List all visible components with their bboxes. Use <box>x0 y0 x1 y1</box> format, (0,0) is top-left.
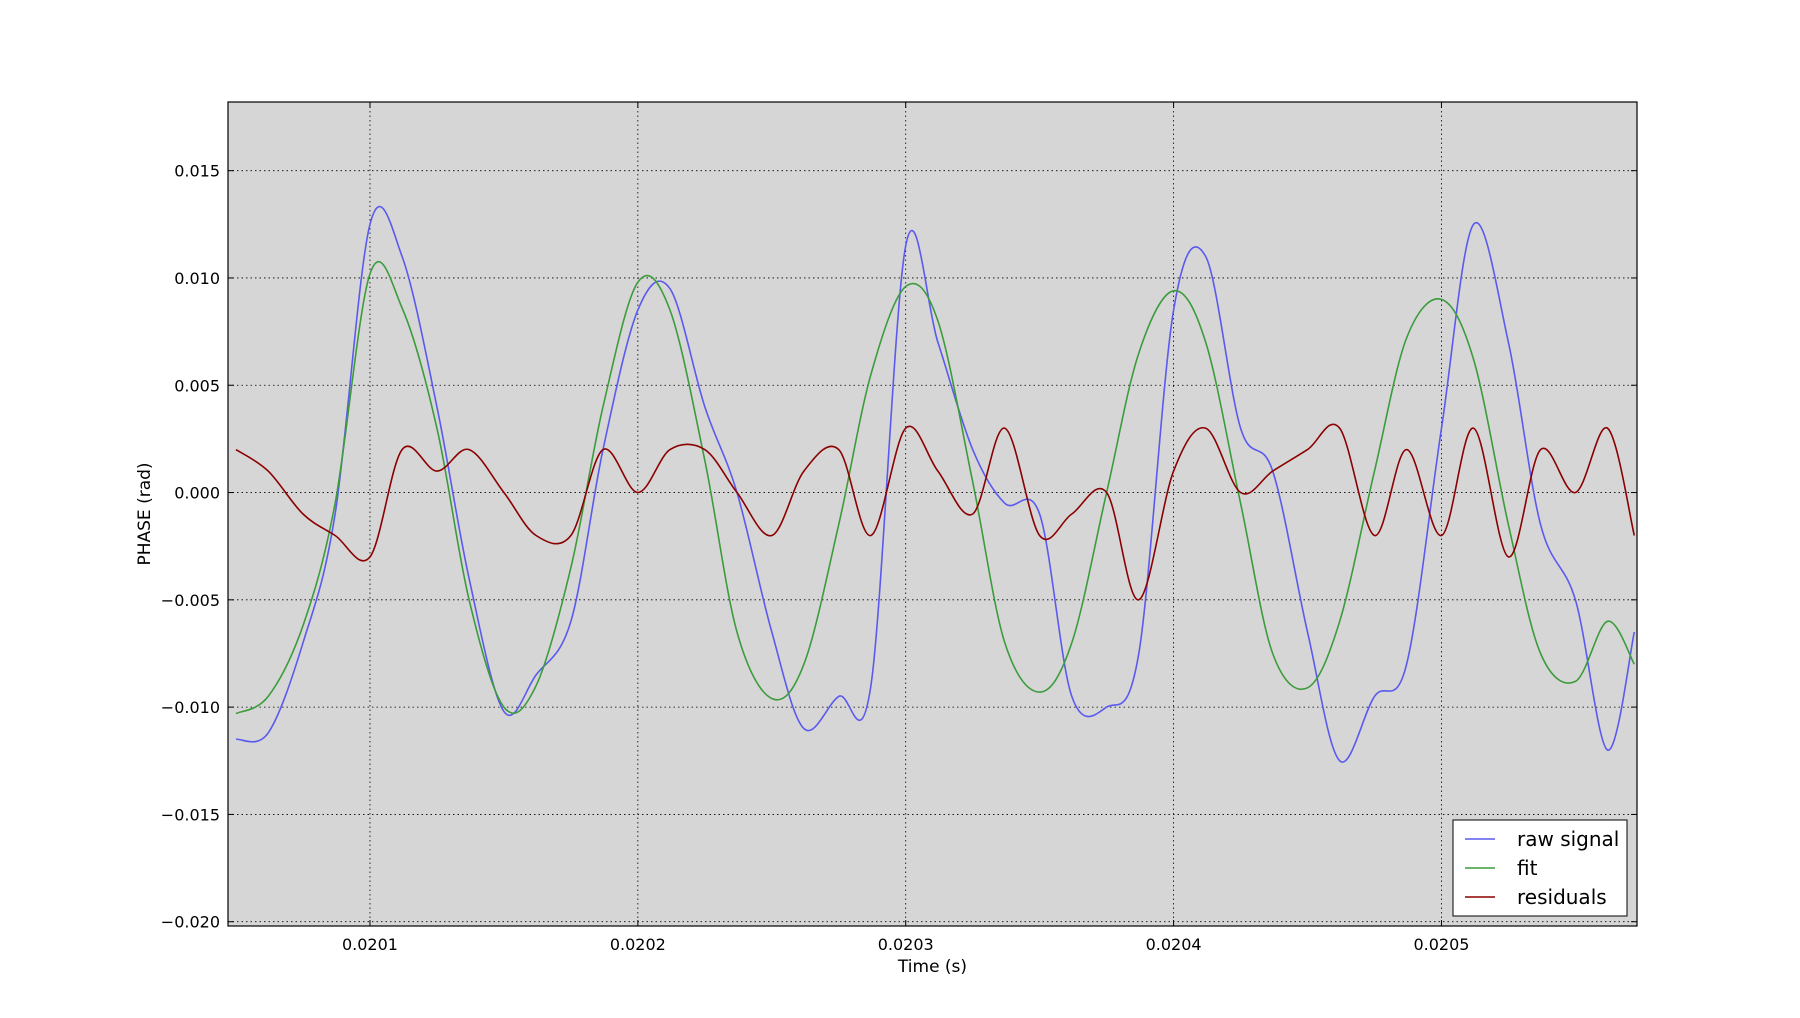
x-axis-label: Time (s) <box>897 957 967 977</box>
y-axis-label: PHASE (rad) <box>135 462 155 565</box>
plot-frame <box>227 101 1638 927</box>
series-residuals-line <box>235 423 1636 601</box>
x-tick-label: 0.0205 <box>1413 935 1469 954</box>
plot-area <box>228 102 1637 926</box>
series-fit-line <box>235 260 1636 715</box>
y-tick-label: 0.005 <box>174 376 220 395</box>
x-tick-label: 0.0204 <box>1146 935 1202 954</box>
grid <box>228 102 1637 926</box>
x-tick-label: 0.0203 <box>878 935 934 954</box>
y-tick-label: 0.000 <box>174 484 220 503</box>
y-tick-label: 0.015 <box>174 162 220 181</box>
ticks: 0.0201 0.0202 0.0203 0.0204 0.0205 −0.020 −0.0… <box>161 102 1637 954</box>
y-tick-label: −0.005 <box>161 591 220 610</box>
x-tick-label: 0.0201 <box>342 935 398 954</box>
x-tick-label: 0.0202 <box>610 935 666 954</box>
legend-label-fit: fit <box>1517 856 1538 880</box>
y-tick-label: 0.010 <box>174 269 220 288</box>
legend-label-raw-signal: raw signal <box>1517 827 1619 851</box>
legend: raw signal fit residuals <box>1452 819 1628 917</box>
series-layer <box>235 206 1636 763</box>
y-tick-label: −0.015 <box>161 805 220 824</box>
y-tick-label: −0.010 <box>161 698 220 717</box>
y-tick-label: −0.020 <box>161 913 220 932</box>
series-raw-signal-line <box>235 206 1636 763</box>
legend-label-residuals: residuals <box>1517 885 1607 909</box>
